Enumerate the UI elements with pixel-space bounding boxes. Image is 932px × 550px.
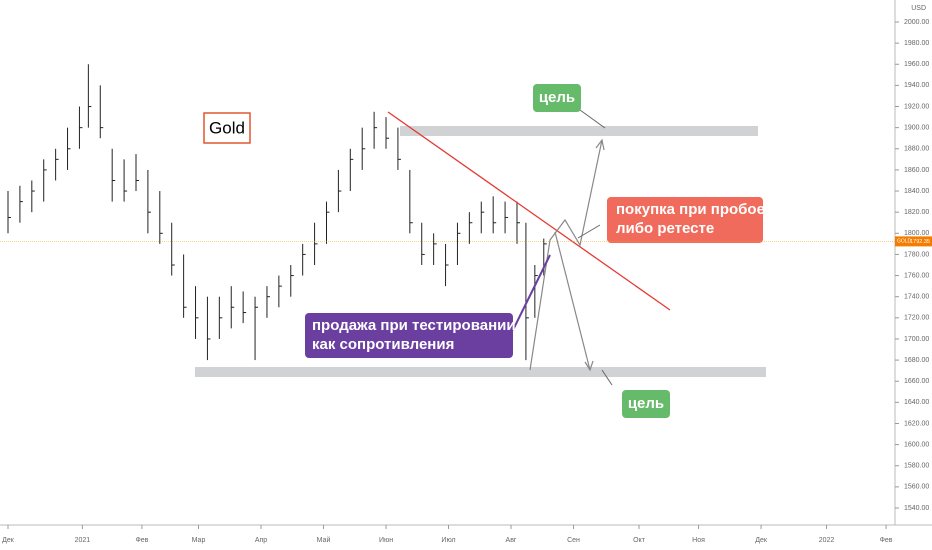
x-tick-label: Мар <box>192 537 206 544</box>
y-tick-label: 1580.00 <box>904 463 929 470</box>
buy-label: покупка при пробое либо ретесте <box>616 201 765 237</box>
x-tick-label: Сен <box>567 537 580 544</box>
y-tick-label: 1840.00 <box>904 188 929 195</box>
y-tick-label: 1680.00 <box>904 357 929 364</box>
pointer <box>601 369 613 386</box>
y-tick-label: 1880.00 <box>904 146 929 153</box>
projection-down <box>554 231 591 371</box>
buy-box <box>607 197 763 243</box>
x-tick-label: Дек <box>2 537 15 544</box>
x-tick-label: Май <box>317 536 331 544</box>
x-tick-label: 2022 <box>819 537 835 544</box>
trendline <box>387 111 671 311</box>
price-label: 1792.35 <box>910 239 930 245</box>
y-tick-label: 1920.00 <box>904 103 929 110</box>
x-tick-label: Авг <box>506 537 517 544</box>
y-tick-label: 1820.00 <box>904 209 929 216</box>
y-tick-label: 1960.00 <box>904 61 929 68</box>
arrow-head <box>584 360 594 372</box>
x-tick-label: Июл <box>441 537 455 544</box>
currency: USD <box>911 5 926 12</box>
y-tick-label: 1940.00 <box>904 82 929 89</box>
y-tick-label: 1740.00 <box>904 294 929 301</box>
price-tag <box>895 236 932 247</box>
y-tick-label: 1860.00 <box>904 167 929 174</box>
x-tick-label: Фев <box>135 537 148 544</box>
y-tick-label: 2000.00 <box>904 19 929 26</box>
x-tick-label: Дек <box>755 537 768 544</box>
support-zone <box>195 367 766 377</box>
y-tick-label: 1780.00 <box>904 251 929 258</box>
pointer <box>512 254 551 331</box>
x-tick-label: Июн <box>379 537 393 544</box>
x-tick-label: 2021 <box>75 537 91 544</box>
y-tick-label: 1760.00 <box>904 272 929 279</box>
target-label: цель <box>539 89 575 106</box>
resistance-zone <box>400 126 758 136</box>
x-tick-label: Фев <box>880 537 893 544</box>
x-tick-label: Окт <box>633 537 646 544</box>
x-tick-label: Апр <box>255 537 267 544</box>
sell-box <box>305 313 513 358</box>
pointer <box>579 109 606 129</box>
name-label: Gold <box>209 118 245 137</box>
y-tick-label: 1900.00 <box>904 124 929 131</box>
symbol-label: GOLD <box>897 239 912 245</box>
x-tick-label: Ноя <box>692 537 705 544</box>
target-label: цель <box>628 395 664 412</box>
target-box <box>622 390 670 418</box>
y-tick-label: 1640.00 <box>904 399 929 406</box>
y-tick-label: 1560.00 <box>904 484 929 491</box>
y-tick-label: 1720.00 <box>904 315 929 322</box>
projection-up <box>529 139 603 371</box>
y-tick-label: 1540.00 <box>904 505 929 512</box>
y-tick-label: 1620.00 <box>904 420 929 427</box>
y-tick-label: 1800.00 <box>904 230 929 237</box>
y-tick-label: 1600.00 <box>904 441 929 448</box>
arrow-head <box>595 138 605 151</box>
y-tick-label: 1980.00 <box>904 40 929 47</box>
sell-label: продажа при тестировании как сопротивлени… <box>312 317 516 353</box>
y-tick-label: 1660.00 <box>904 378 929 385</box>
y-tick-label: 1700.00 <box>904 336 929 343</box>
pointer <box>577 224 601 239</box>
name-box <box>203 112 251 144</box>
target-box <box>533 84 581 112</box>
